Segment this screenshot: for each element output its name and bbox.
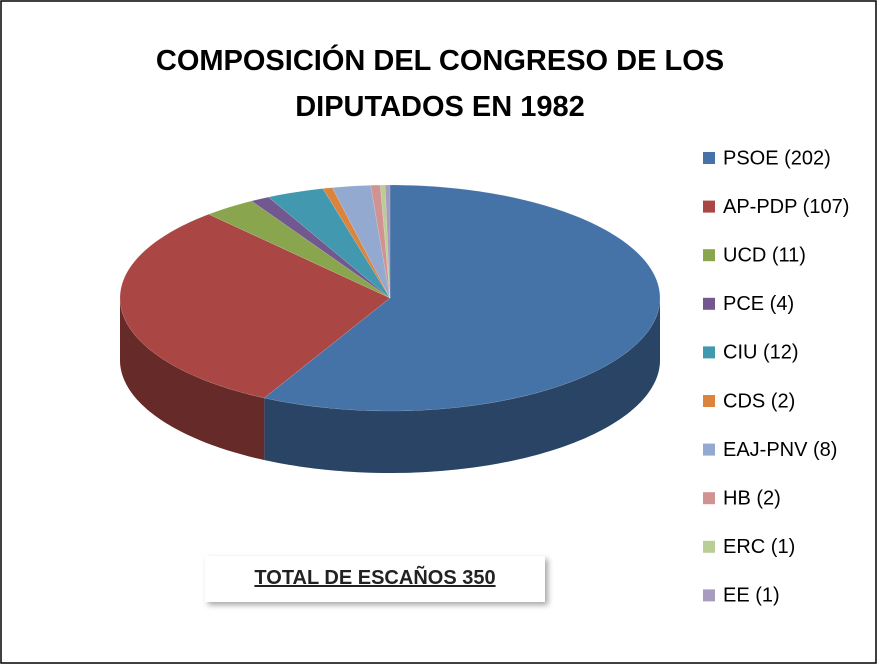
pie <box>119 184 661 473</box>
legend-label: PCE (4) <box>723 293 794 315</box>
title-box: COMPOSICIÓN DEL CONGRESO DE LOS DIPUTADO… <box>155 45 725 123</box>
legend-swatch <box>703 297 715 310</box>
legend-label: EE (1) <box>723 585 780 607</box>
pie-slice <box>267 188 391 299</box>
pie-slice <box>208 200 391 299</box>
legend-label: UCD (11) <box>723 244 806 266</box>
legend-label: CIU (12) <box>723 342 799 364</box>
legend-swatch <box>703 249 715 262</box>
legend-swatch <box>703 540 715 553</box>
annotation-wrap: TOTAL DE ESCAÑOS 350 <box>254 567 496 589</box>
legend-label: PSOE (202) <box>723 147 831 169</box>
legend-swatch <box>703 200 715 213</box>
pie-slice <box>384 184 391 299</box>
pie-slice <box>322 187 391 299</box>
legend-label: HB (2) <box>723 487 781 509</box>
pie-side <box>120 298 265 460</box>
legend-label: CDS (2) <box>723 390 795 412</box>
pie-side-shade <box>264 298 660 473</box>
legend-swatch <box>703 443 715 456</box>
pie-side <box>264 298 660 473</box>
legend: PSOE (202) AP-PDP (107) UCD (11) PCE (4) CIU… <box>703 147 849 607</box>
pie-slice <box>263 184 661 412</box>
pie-side-shade <box>120 298 265 460</box>
legend-swatch <box>703 492 715 505</box>
legend-swatch <box>703 152 715 164</box>
annotation-box <box>205 556 545 602</box>
legend-swatch <box>703 589 715 602</box>
legend-label: AP-PDP (107) <box>723 196 849 218</box>
legend-label: ERC (1) <box>723 536 795 558</box>
legend-label: EAJ-PNV (8) <box>723 439 837 461</box>
annotation: TOTAL DE ESCAÑOS 350 <box>254 567 496 589</box>
legend-swatch <box>703 395 715 407</box>
legend-swatch <box>703 346 715 359</box>
pie-slice <box>119 213 391 399</box>
pie-slice <box>331 185 391 299</box>
chart-title: COMPOSICIÓN DEL CONGRESO DE LOS DIPUTADO… <box>155 45 725 123</box>
